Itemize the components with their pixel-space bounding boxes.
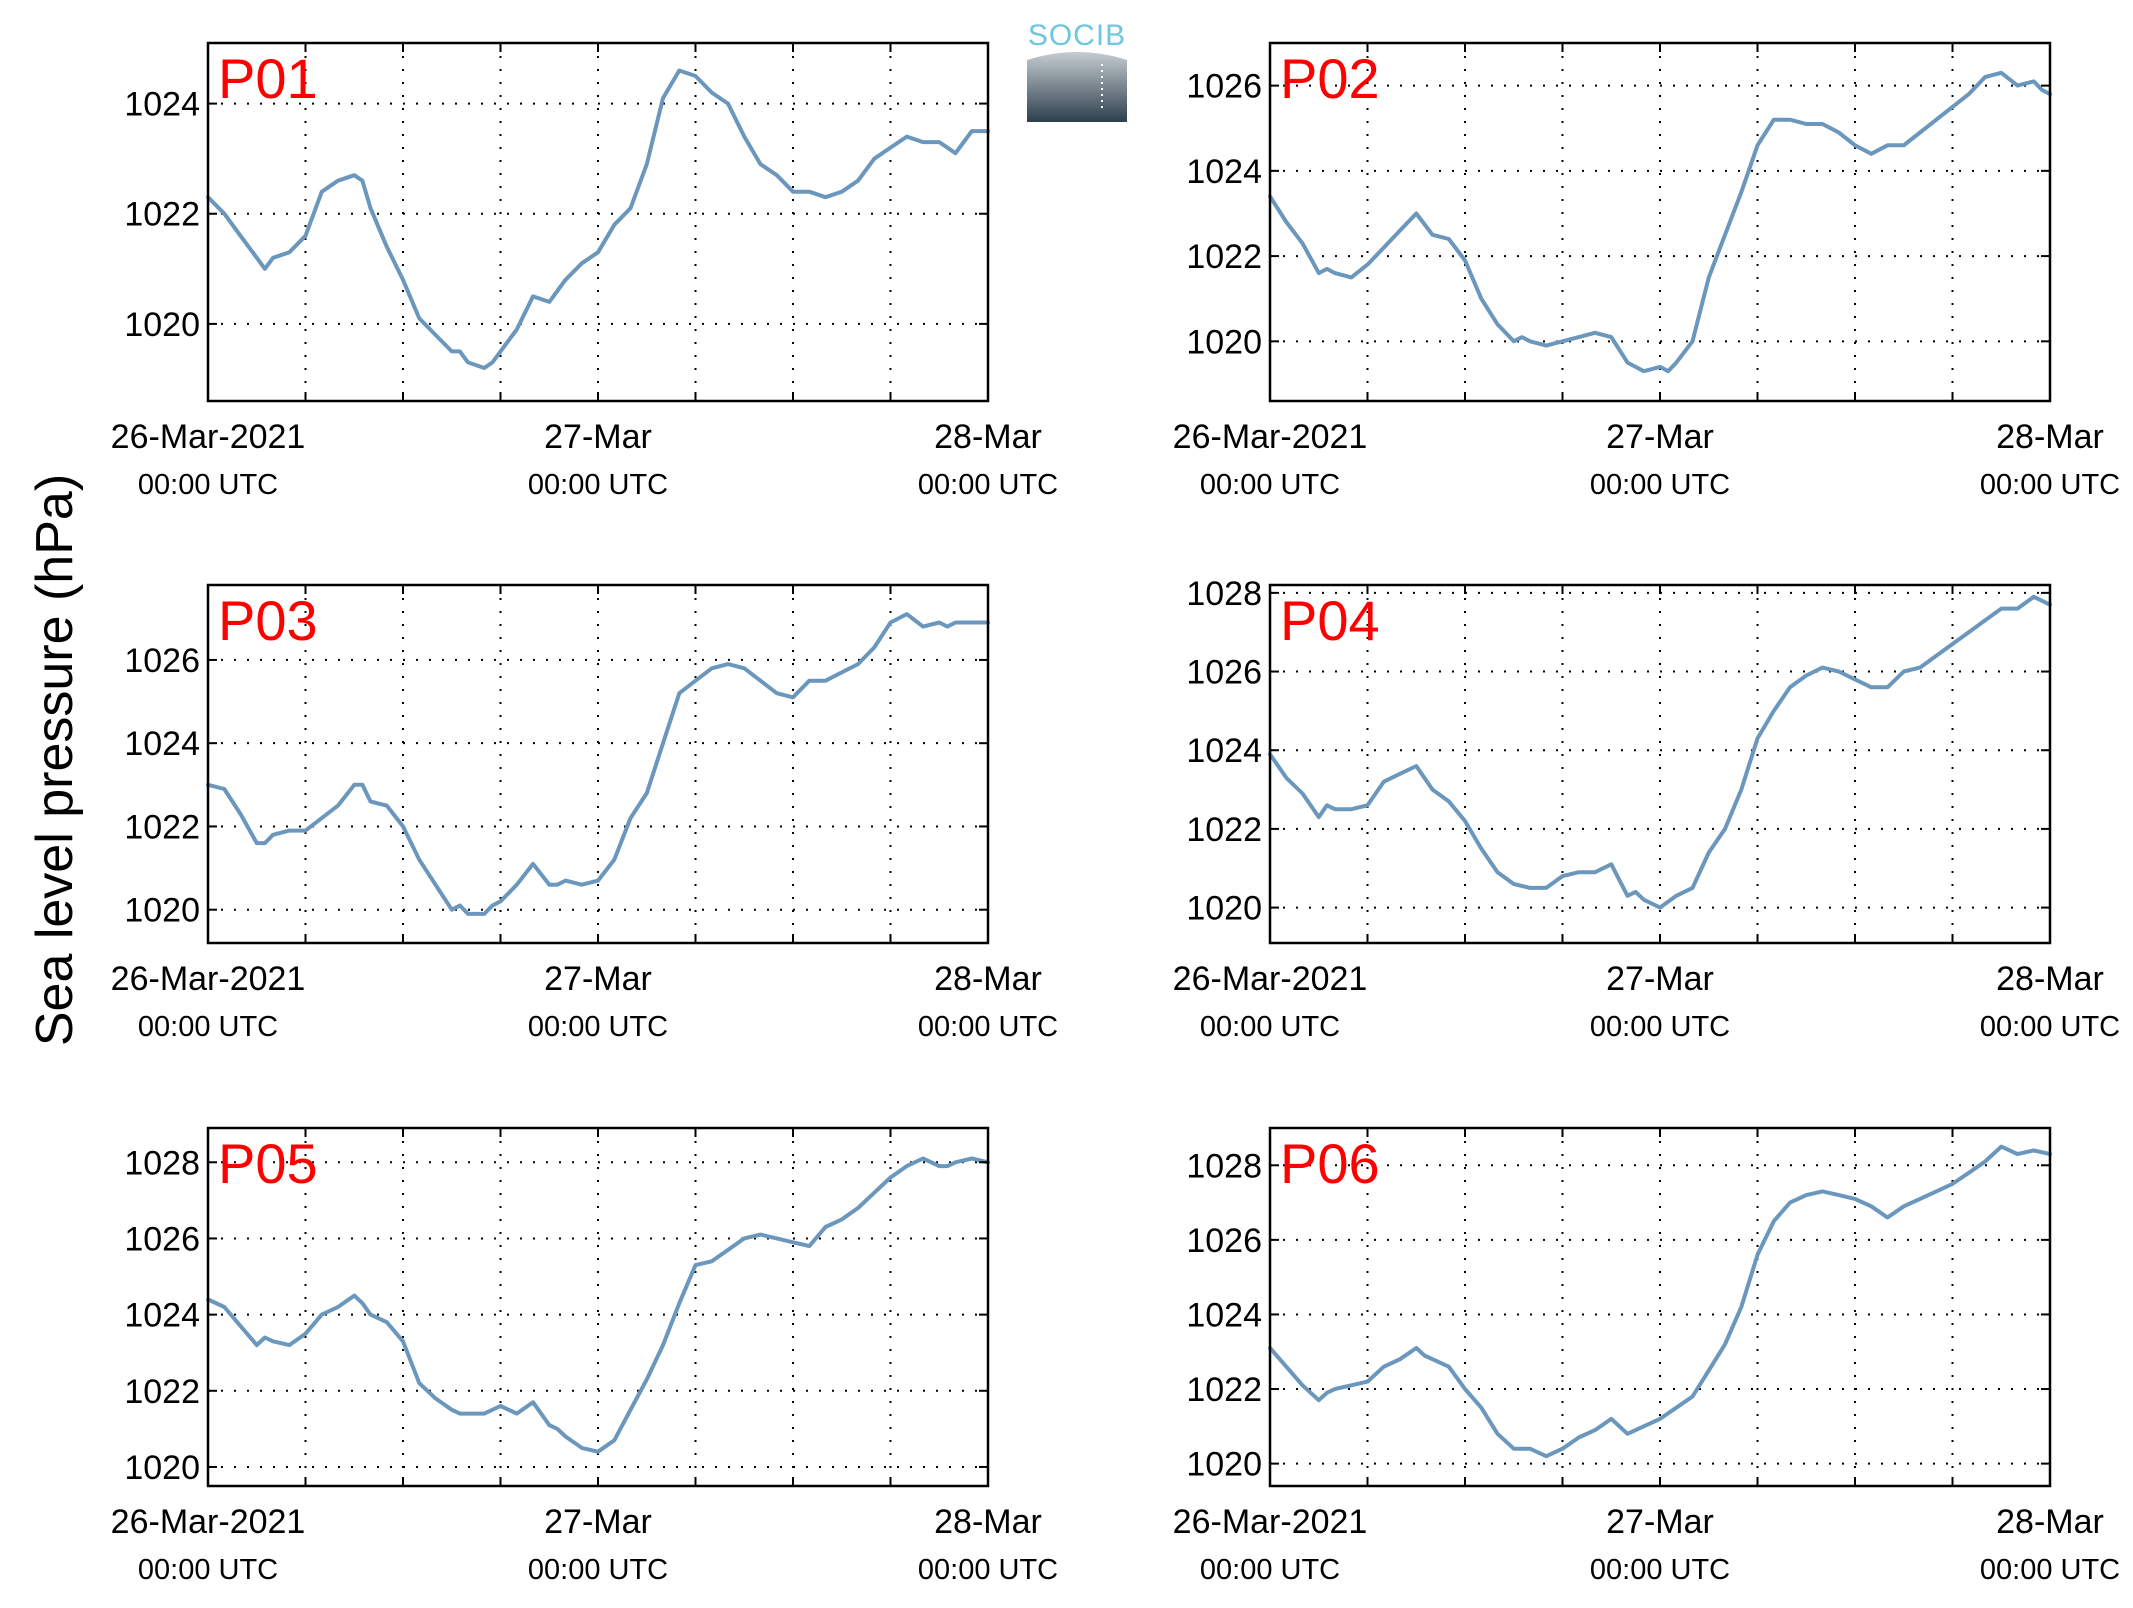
panel-label: P02 <box>1280 47 1380 110</box>
y-tick-label: 1024 <box>124 725 200 763</box>
x-tick-sublabel: 00:00 UTC <box>528 1554 668 1586</box>
x-tick-sublabel: 00:00 UTC <box>1590 1554 1730 1586</box>
x-tick-label: 28-Mar <box>1996 418 2104 456</box>
x-tick-label: 28-Mar <box>934 960 1042 998</box>
y-tick-label: 1026 <box>124 642 200 680</box>
panel-label: P04 <box>1280 589 1380 652</box>
y-tick-label: 1022 <box>124 1373 200 1411</box>
x-tick-sublabel: 00:00 UTC <box>918 469 1058 501</box>
x-tick-sublabel: 00:00 UTC <box>1590 469 1730 501</box>
x-tick-sublabel: 00:00 UTC <box>1980 1011 2120 1043</box>
x-tick-sublabel: 00:00 UTC <box>1590 1011 1730 1043</box>
panel-p03: 1020 1022 1024 1026 26-Mar-2021 00:00 UTC 27-M… <box>111 583 1058 1043</box>
y-tick-label: 1026 <box>1186 654 1262 692</box>
y-tick-label: 1028 <box>124 1144 200 1182</box>
pressure-series-line <box>206 68 990 370</box>
y-tick-label: 1024 <box>124 1297 200 1335</box>
x-tick-label: 27-Mar <box>1606 960 1714 998</box>
x-tick-sublabel: 00:00 UTC <box>138 1554 278 1586</box>
y-tick-label: 1020 <box>124 1449 200 1487</box>
x-tick-sublabel: 00:00 UTC <box>1200 469 1340 501</box>
x-tick-sublabel: 00:00 UTC <box>918 1554 1058 1586</box>
x-tick-label: 28-Mar <box>934 418 1042 456</box>
panel-label: P03 <box>218 589 318 652</box>
y-tick-label: 1026 <box>124 1220 200 1258</box>
pressure-series-line <box>206 612 990 916</box>
y-tick-label: 1020 <box>124 892 200 930</box>
x-tick-sublabel: 00:00 UTC <box>1980 1554 2120 1586</box>
x-tick-label: 27-Mar <box>1606 418 1714 456</box>
pressure-series-line <box>1268 594 2052 910</box>
x-tick-sublabel: 00:00 UTC <box>138 1011 278 1043</box>
y-tick-label: 1020 <box>1186 323 1262 361</box>
x-tick-label: 28-Mar <box>1996 1503 2104 1541</box>
y-tick-label: 1022 <box>1186 1371 1262 1409</box>
panel-p05: 1020 1022 1024 1026 1028 26-Mar-2021 00:00 UTC… <box>111 1126 1058 1586</box>
panel-p04: 1020 1022 1024 1026 1028 26-Mar-2021 00:00 UTC… <box>1173 575 2120 1043</box>
panels: 1020 1022 1024 26-Mar-2021 00:00 UTC 27-Mar 00… <box>111 41 2120 1586</box>
y-tick-label: 1024 <box>1186 153 1262 191</box>
y-tick-label: 1026 <box>1186 68 1262 106</box>
x-tick-label: 26-Mar-2021 <box>111 960 306 998</box>
x-tick-sublabel: 00:00 UTC <box>528 1011 668 1043</box>
panel-p02: 1020 1022 1024 1026 26-Mar-2021 00:00 UTC 27-M… <box>1173 41 2120 501</box>
socib-logo: SOCIB <box>1027 19 1127 122</box>
x-tick-sublabel: 00:00 UTC <box>918 1011 1058 1043</box>
y-tick-label: 1022 <box>124 196 200 234</box>
pressure-series-line <box>1268 1144 2052 1459</box>
y-tick-label: 1026 <box>1186 1222 1262 1260</box>
x-tick-sublabel: 00:00 UTC <box>1200 1011 1340 1043</box>
x-tick-sublabel: 00:00 UTC <box>1980 469 2120 501</box>
x-tick-label: 26-Mar-2021 <box>1173 1503 1368 1541</box>
x-tick-sublabel: 00:00 UTC <box>138 469 278 501</box>
y-tick-label: 1022 <box>124 808 200 846</box>
panel-p01: 1020 1022 1024 26-Mar-2021 00:00 UTC 27-Mar 00… <box>111 41 1058 501</box>
y-tick-label: 1022 <box>1186 238 1262 276</box>
logo-text: SOCIB <box>1028 19 1126 52</box>
panel-p06: 1020 1022 1024 1026 1028 26-Mar-2021 00:00 UTC… <box>1173 1126 2120 1586</box>
panel-label: P06 <box>1280 1132 1380 1195</box>
x-tick-label: 26-Mar-2021 <box>111 1503 306 1541</box>
x-tick-label: 26-Mar-2021 <box>1173 418 1368 456</box>
pressure-series-line <box>206 1156 990 1454</box>
y-tick-label: 1022 <box>1186 811 1262 849</box>
y-tick-label: 1028 <box>1186 575 1262 613</box>
pressure-series-line <box>1268 70 2052 374</box>
y-tick-label: 1020 <box>1186 890 1262 928</box>
y-tick-label: 1024 <box>124 86 200 124</box>
x-tick-label: 27-Mar <box>544 1503 652 1541</box>
y-tick-label: 1020 <box>124 306 200 344</box>
x-tick-sublabel: 00:00 UTC <box>528 469 668 501</box>
x-tick-label: 27-Mar <box>544 960 652 998</box>
y-axis-label: Sea level pressure (hPa) <box>26 474 84 1046</box>
y-tick-label: 1028 <box>1186 1147 1262 1185</box>
x-tick-label: 26-Mar-2021 <box>111 418 306 456</box>
y-tick-label: 1020 <box>1186 1446 1262 1484</box>
x-tick-label: 28-Mar <box>1996 960 2104 998</box>
x-tick-label: 27-Mar <box>544 418 652 456</box>
y-tick-label: 1024 <box>1186 732 1262 770</box>
x-tick-sublabel: 00:00 UTC <box>1200 1554 1340 1586</box>
x-tick-label: 26-Mar-2021 <box>1173 960 1368 998</box>
panel-label: P05 <box>218 1132 318 1195</box>
x-tick-label: 27-Mar <box>1606 1503 1714 1541</box>
x-tick-label: 28-Mar <box>934 1503 1042 1541</box>
y-tick-label: 1024 <box>1186 1296 1262 1334</box>
panel-label: P01 <box>218 47 318 110</box>
